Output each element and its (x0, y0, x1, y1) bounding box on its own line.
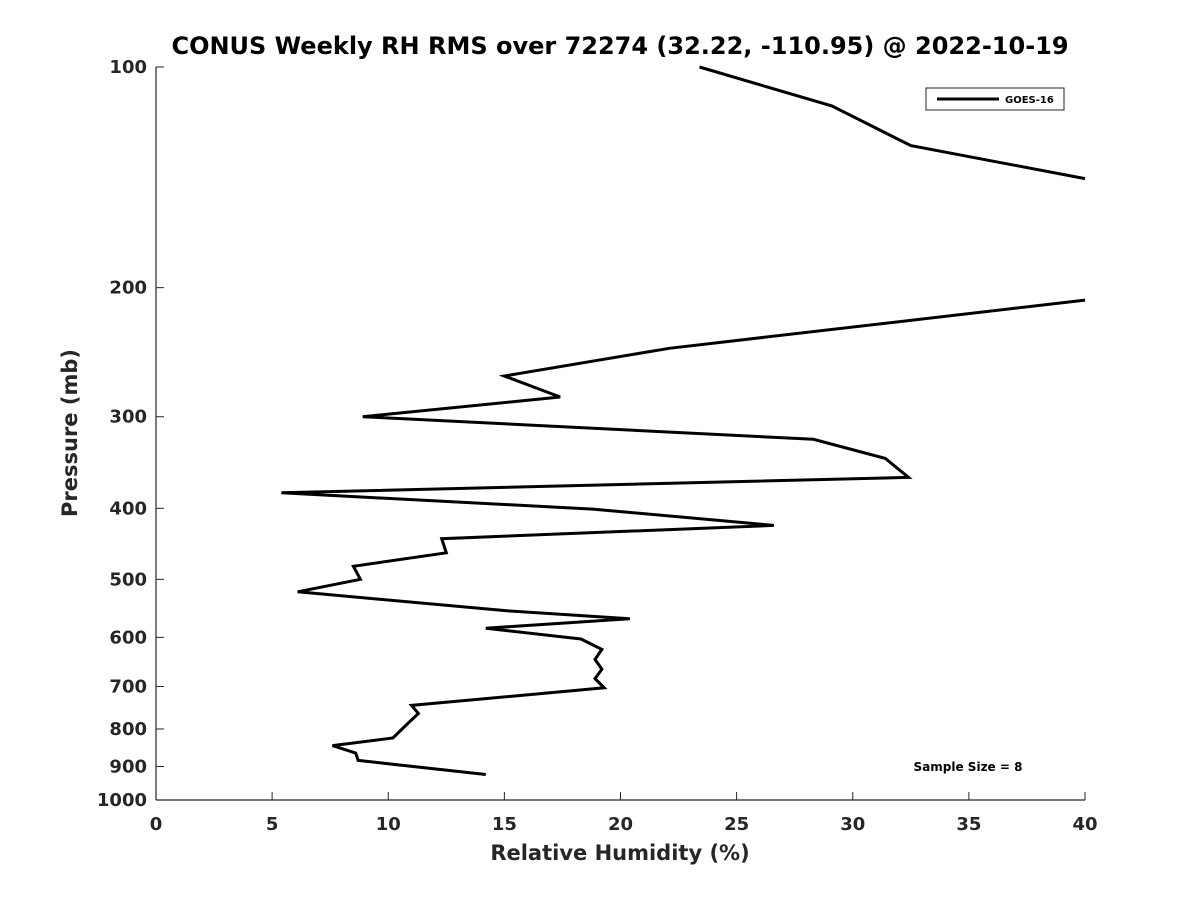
plot-area (156, 67, 1085, 800)
x-tick-label: 20 (608, 814, 633, 835)
x-ticks: 0 5 10 15 20 25 30 35 40 (150, 792, 1098, 835)
x-tick-label: 35 (956, 814, 981, 835)
x-tick-label: 10 (376, 814, 401, 835)
x-tick-label: 25 (724, 814, 749, 835)
y-tick-label: 300 (109, 407, 147, 428)
y-tick-label: 900 (109, 756, 147, 777)
legend: GOES-16 (925, 87, 1065, 111)
y-tick-label: 100 (109, 57, 147, 78)
y-tick-label: 700 (109, 676, 147, 697)
chart-title: CONUS Weekly RH RMS over 72274 (32.22, -… (171, 32, 1068, 60)
y-tick-label: 500 (109, 569, 147, 590)
series-line-goes-16 (281, 65, 1086, 776)
y-ticks: 100 200 300 400 500 600 700 800 900 1000 (97, 57, 164, 811)
series-layer (281, 65, 1086, 776)
x-tick-label: 30 (840, 814, 865, 835)
sample-size-annotation: Sample Size = 8 (914, 760, 1023, 774)
x-tick-label: 15 (492, 814, 517, 835)
x-tick-label: 40 (1072, 814, 1097, 835)
x-tick-label: 5 (266, 814, 279, 835)
y-tick-label: 400 (109, 498, 147, 519)
x-tick-label: 0 (150, 814, 163, 835)
x-axis-label: Relative Humidity (%) (490, 841, 749, 865)
y-tick-label: 1000 (97, 790, 147, 811)
y-tick-label: 800 (109, 719, 147, 740)
y-tick-label: 600 (109, 627, 147, 648)
legend-label-goes-16: GOES-16 (1005, 95, 1054, 106)
y-axis-label: Pressure (mb) (58, 349, 82, 517)
y-tick-label: 200 (109, 278, 147, 299)
